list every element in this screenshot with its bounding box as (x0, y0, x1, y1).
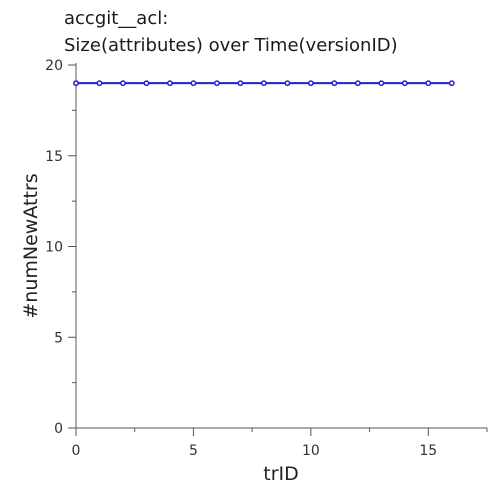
data-point (331, 80, 338, 87)
chart-title-line-2: Size(attributes) over Time(versionID) (64, 35, 398, 56)
chart-title-line-1: accgit__acl: (64, 8, 168, 29)
data-point (73, 80, 79, 87)
series-group (73, 80, 455, 87)
y-tick-label: 0 (54, 421, 63, 437)
y-tick-label: 5 (54, 330, 63, 346)
data-point (260, 80, 267, 87)
y-tick-label: 15 (45, 149, 63, 165)
y-tick-label: 10 (45, 240, 63, 256)
x-tick-label: 15 (419, 443, 437, 459)
x-tick-label: 5 (189, 443, 198, 459)
y-tick-label: 20 (45, 58, 63, 74)
data-point (307, 80, 314, 87)
data-point (354, 80, 361, 87)
data-point (190, 80, 197, 87)
data-point (120, 80, 126, 87)
data-point (448, 80, 455, 87)
x-axis-label: trID (263, 463, 299, 485)
data-point (237, 80, 244, 87)
data-point (213, 80, 220, 87)
data-point (284, 80, 291, 87)
data-point (96, 80, 103, 87)
x-tick-label: 10 (302, 443, 320, 459)
data-point (401, 80, 408, 87)
y-ticks: 0 5 10 15 20 (45, 58, 76, 437)
data-point (143, 80, 150, 87)
axes (68, 63, 487, 436)
x-ticks: 0 5 10 15 (72, 428, 488, 459)
data-point (425, 80, 432, 87)
data-point (378, 80, 385, 87)
y-axis-label: #numNewAttrs (20, 173, 42, 318)
data-point (166, 80, 173, 87)
x-tick-label: 0 (72, 443, 81, 459)
